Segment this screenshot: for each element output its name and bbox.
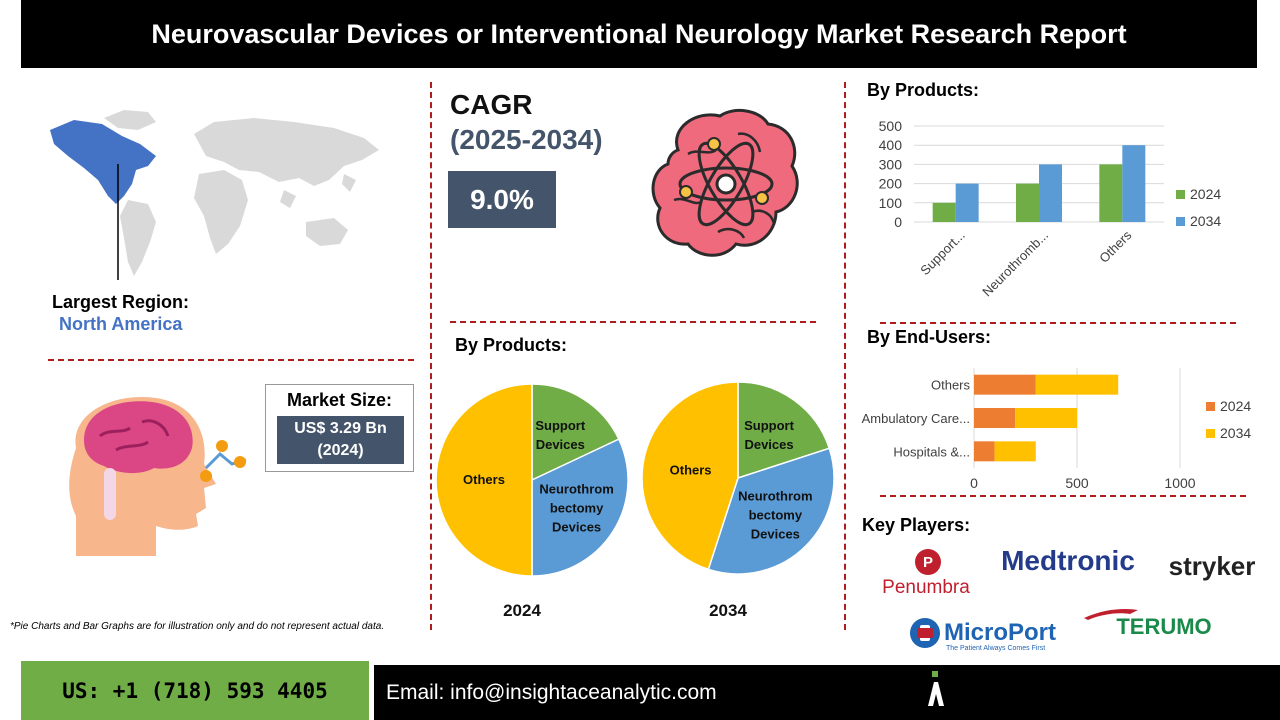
vbar-xtick-support: Support... <box>917 228 967 278</box>
key-players-title: Key Players: <box>862 515 971 535</box>
pie-2034-slice-others <box>641 381 739 571</box>
vbar-ytick-400: 400 <box>879 137 903 153</box>
largest-region-label: Largest Region: <box>52 292 190 312</box>
page-title: Neurovascular Devices or Interventional … <box>21 0 1257 68</box>
world-map-icon <box>50 110 379 280</box>
divider-mid-h <box>450 321 816 323</box>
penumbra-logo-text: Penumbra <box>882 577 970 598</box>
brain-atom-icon <box>651 108 799 257</box>
hbar-xtick-0: 0 <box>970 475 978 491</box>
key-player-logos: P Penumbra Medtronic stryker MicroPort T… <box>882 545 1256 652</box>
terumo-logo: TERUMO <box>1084 608 1212 639</box>
divider-right-h2 <box>880 495 1246 497</box>
medtronic-logo: Medtronic <box>1001 545 1135 576</box>
pie-charts: Support Devices Neurothrom bectomy Devices Ot… <box>435 381 835 620</box>
pie-2024-label-neurothrombectomy-devices: Neurothrom bectomy Devices <box>539 481 613 534</box>
disclaimer-note: *Pie Charts and Bar Graphs are for illus… <box>10 621 385 632</box>
hbar-ytick-hospitals: Hospitals &... <box>893 444 970 459</box>
vbar-ytick-500: 500 <box>879 118 903 134</box>
vbar-2024-support <box>932 202 956 222</box>
market-size-year: (2024) <box>317 442 364 459</box>
market-size-value: US$ 3.29 Bn <box>294 420 387 437</box>
pie-section-title: By Products: <box>455 335 568 355</box>
vbar-ytick-100: 100 <box>879 195 903 211</box>
pie-2024-slice-others <box>435 383 533 577</box>
vbar-2024-neurothromb <box>1016 183 1039 222</box>
products-bar-chart: 0 100 200 300 400 500 Support... Neurothromb...… <box>879 118 1222 300</box>
hbar-2034-others <box>1035 374 1119 395</box>
market-size-label: Market Size: <box>286 390 393 410</box>
pie-2024-label-support-devices: Support Devices <box>535 418 585 452</box>
hbar-xtick-500: 500 <box>1065 475 1089 491</box>
vbar-legend-swatch-2034 <box>1176 217 1185 226</box>
market-size-value-box: US$ 3.29 Bn (2024) <box>277 416 404 464</box>
hbar-2034-hospitals <box>994 441 1036 462</box>
hbar-2024-ambulatory-care <box>974 408 1016 428</box>
footer-phone: US: +1 (718) 593 4405 <box>21 661 369 720</box>
microport-logo-text: MicroPort <box>944 619 1056 646</box>
pie-2024-year-label: 2024 <box>503 601 541 620</box>
endusers-bar-chart: 0 500 1000 Hospitals &... Ambulatory Care...… <box>862 368 1251 491</box>
pie-2034-slice-support-devices <box>737 381 831 480</box>
pie-2034-year-label: 2034 <box>709 601 747 620</box>
vbar-xtick-others: Others <box>1096 227 1135 266</box>
hbar-2024-others <box>974 374 1036 395</box>
pie-2034-label-neurothrombectomy-devices: Neurothrom bectomy Devices <box>738 488 812 541</box>
bar-products-title: By Products: <box>867 80 980 100</box>
pie-2034-label-support-devices: Support Devices <box>744 418 794 452</box>
pie-2034-label-others: Others <box>670 462 712 477</box>
footer-email[interactable]: Email: info@insightaceanalytic.com <box>374 665 1280 720</box>
pie-2024-label-others: Others <box>463 472 505 487</box>
vbar-2034-support <box>955 183 979 222</box>
vbar-ytick-300: 300 <box>879 156 903 172</box>
hbar-legend-swatch-2034 <box>1206 429 1215 438</box>
vbar-2034-neurothromb <box>1039 164 1062 222</box>
bar-endusers-title: By End-Users: <box>867 327 992 347</box>
largest-region-value: North America <box>59 314 183 334</box>
hbar-2024-hospitals <box>974 441 995 462</box>
insightace-logo-icon <box>928 671 944 706</box>
hbar-2034-ambulatory-care <box>1015 408 1077 428</box>
vbar-ytick-200: 200 <box>879 176 903 192</box>
cagr-period: (2025-2034) <box>450 124 603 155</box>
hbar-legend-swatch-2024 <box>1206 402 1215 411</box>
vbar-legend-swatch-2024 <box>1176 190 1185 199</box>
hbar-ytick-others: Others <box>931 378 971 393</box>
pie-2024-slice-neurothrombectomy-devices <box>531 438 629 577</box>
head-brain-icon <box>69 396 247 556</box>
stryker-logo: stryker <box>1169 551 1256 581</box>
vbar-xtick-neurothromb: Neurothromb... <box>979 228 1051 300</box>
vbar-legend-2034: 2034 <box>1190 213 1221 229</box>
terumo-logo-text: TERUMO <box>1116 614 1211 639</box>
divider-left-h <box>48 359 414 361</box>
hbar-legend-2034: 2034 <box>1220 425 1251 441</box>
cagr-value: 9.0% <box>448 171 556 228</box>
hbar-ytick-ambulatory-care: Ambulatory Care... <box>862 411 970 426</box>
divider-right <box>844 82 846 630</box>
divider-left <box>430 82 432 630</box>
svg-text:P: P <box>923 554 933 571</box>
hbar-legend-2024: 2024 <box>1220 398 1251 414</box>
microport-tagline: The Patient Always Comes First <box>946 645 1045 652</box>
pie-2034-slice-neurothrombectomy-devices <box>707 447 835 575</box>
pie-2024-slice-support-devices <box>531 383 620 482</box>
divider-right-h1 <box>880 322 1236 324</box>
vbar-2024-others <box>1099 164 1123 222</box>
penumbra-logo: P Penumbra <box>882 549 970 598</box>
hbar-xtick-1000: 1000 <box>1164 475 1195 491</box>
microport-logo: MicroPort The Patient Always Comes First <box>910 618 1056 652</box>
cagr-label: CAGR <box>450 89 533 120</box>
vbar-2034-others <box>1122 145 1146 222</box>
vbar-legend-2024: 2024 <box>1190 186 1221 202</box>
vbar-ytick-0: 0 <box>894 214 902 230</box>
